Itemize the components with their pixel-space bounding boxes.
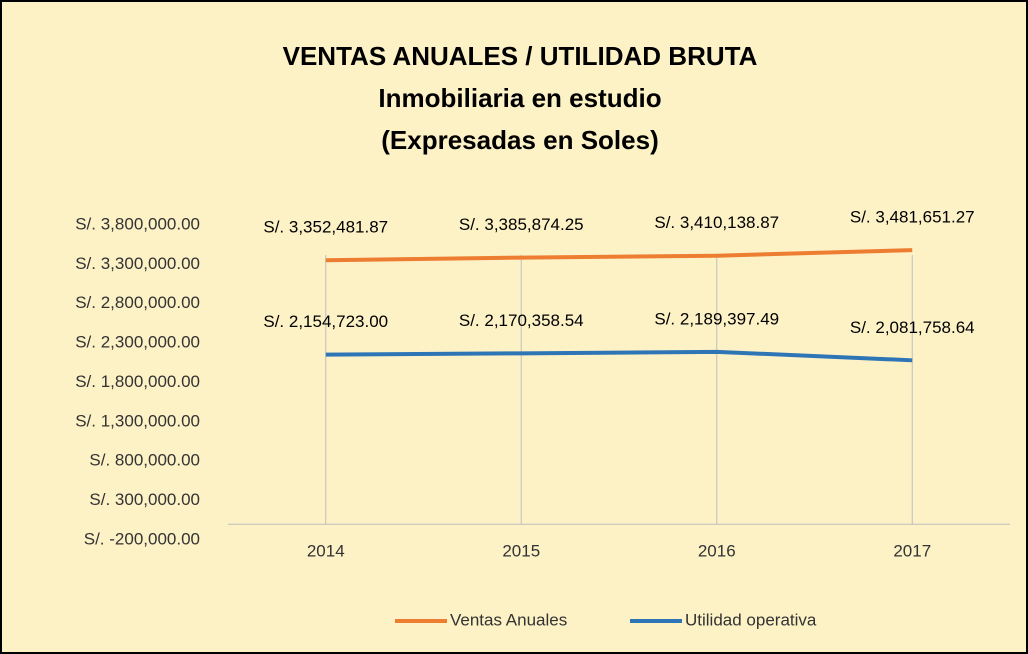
series-line bbox=[325, 349, 913, 363]
data-label: S/. 2,170,358.54 bbox=[459, 311, 584, 330]
x-tick-label: 2017 bbox=[893, 541, 931, 560]
x-tick-label: 2015 bbox=[502, 541, 540, 560]
legend-label: Utilidad operativa bbox=[685, 610, 817, 629]
y-tick-label: S/. 2,800,000.00 bbox=[75, 293, 200, 312]
data-label: S/. 3,352,481.87 bbox=[263, 218, 388, 237]
y-tick-label: S/. 800,000.00 bbox=[89, 451, 200, 470]
y-tick-label: S/. 3,800,000.00 bbox=[75, 214, 200, 233]
x-tick-label: 2014 bbox=[307, 541, 345, 560]
y-tick-label: S/. -200,000.00 bbox=[84, 529, 200, 548]
data-label: S/. 2,189,397.49 bbox=[654, 309, 779, 328]
data-label: S/. 2,081,758.64 bbox=[850, 318, 975, 337]
data-label: S/. 2,154,723.00 bbox=[263, 312, 388, 331]
y-tick-label: S/. 3,300,000.00 bbox=[75, 254, 200, 273]
data-label: S/. 3,481,651.27 bbox=[850, 208, 975, 227]
y-tick-label: S/. 300,000.00 bbox=[89, 490, 200, 509]
chart-subtitle: Inmobiliaria en estudio bbox=[378, 83, 661, 113]
x-tick-label: 2016 bbox=[698, 541, 736, 560]
legend-label: Ventas Anuales bbox=[450, 610, 567, 629]
data-label: S/. 3,410,138.87 bbox=[654, 213, 779, 232]
y-tick-label: S/. 1,300,000.00 bbox=[75, 411, 200, 430]
y-tick-label: S/. 2,300,000.00 bbox=[75, 333, 200, 352]
series-line bbox=[325, 248, 913, 263]
chart-subtitle: (Expresadas en Soles) bbox=[381, 125, 658, 155]
chart-title: VENTAS ANUALES / UTILIDAD BRUTA bbox=[283, 41, 758, 71]
data-label: S/. 3,385,874.25 bbox=[459, 215, 584, 234]
y-tick-label: S/. 1,800,000.00 bbox=[75, 372, 200, 391]
